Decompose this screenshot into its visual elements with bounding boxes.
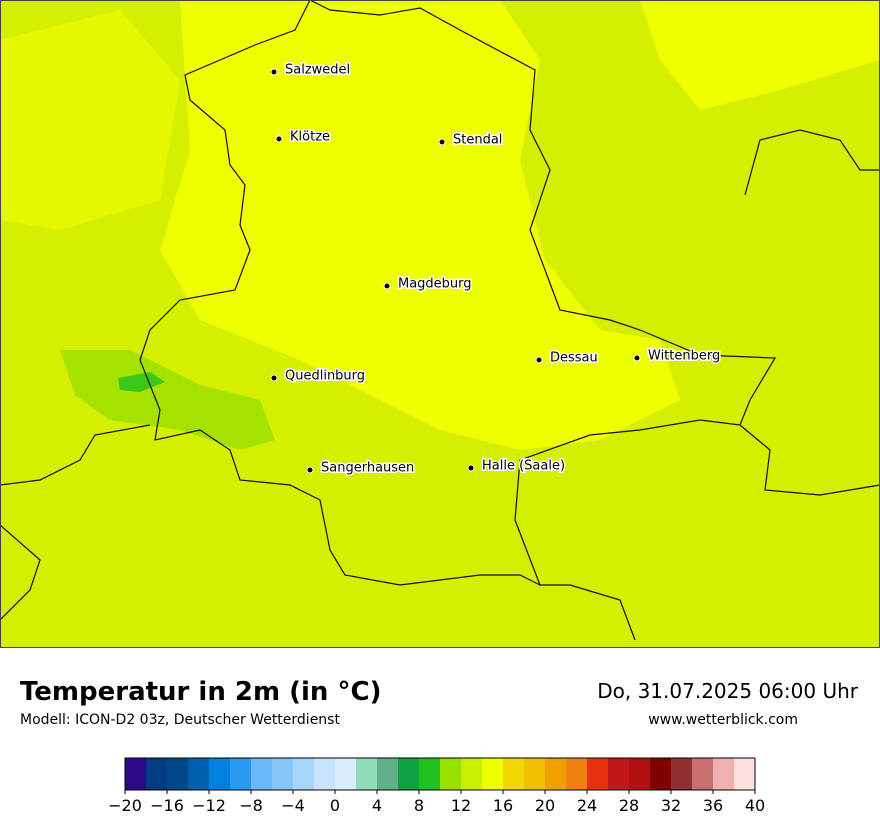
colorbar-tick-label: 20 [535, 796, 555, 815]
colorbar-frame [124, 757, 756, 791]
colorbar-segment [524, 758, 546, 790]
colorbar-segment [587, 758, 609, 790]
state-border [139, 0, 541, 586]
city-dot [270, 68, 278, 76]
colorbar-segment [650, 758, 672, 790]
city-label: Sangerhausen [321, 461, 414, 476]
city-dot [467, 464, 475, 472]
colorbar-tick-label: −20 [108, 796, 142, 815]
colorbar-tick-label: −12 [192, 796, 226, 815]
colorbar-segment [713, 758, 735, 790]
colorbar-segment [482, 758, 504, 790]
city-dot [383, 282, 391, 290]
colorbar-tick-label: 36 [703, 796, 723, 815]
city-dot [633, 354, 641, 362]
colorbar-segment [293, 758, 315, 790]
warm-area [640, 0, 880, 110]
colorbar-tick-label: 0 [330, 796, 340, 815]
map-title: Temperatur in 2m (in °C) [20, 677, 381, 707]
colorbar-tick-label: −8 [239, 796, 263, 815]
colorbar-segment [566, 758, 588, 790]
city-dot [306, 466, 314, 474]
colorbar-segment [314, 758, 336, 790]
state-border [0, 424, 151, 621]
colorbar-tick-label: 24 [577, 796, 597, 815]
colorbar-tick-label: 12 [451, 796, 471, 815]
colorbar-segment [335, 758, 357, 790]
colorbar-tick-label: 40 [745, 796, 765, 815]
colorbar: −20 −16 −12 −8 −4 0 4 8 12 16 20 24 28 32 36 40 [108, 757, 765, 815]
colorbar-segment [251, 758, 273, 790]
map: Salzwedel Klötze Stendal Magdeburg Quedlinbu… [0, 0, 880, 648]
colorbar-segment [671, 758, 693, 790]
city-markers: Salzwedel Klötze Stendal Magdeburg Quedlinbu… [270, 61, 722, 477]
colorbar-tick-label: −16 [150, 796, 184, 815]
city-label: Halle (Saale) [482, 459, 565, 474]
colorbar-segment [545, 758, 567, 790]
website: www.wetterblick.com [648, 712, 798, 728]
colorbar-segment [398, 758, 420, 790]
colorbar-segment [230, 758, 252, 790]
city-label: Stendal [453, 133, 502, 148]
colorbar-segment [692, 758, 714, 790]
warm-area [160, 0, 680, 450]
city-label: Klötze [290, 130, 330, 145]
state-border [739, 129, 880, 496]
state-border [309, 0, 777, 641]
colorbar-segment [146, 758, 168, 790]
city-label: Quedlinburg [285, 369, 365, 384]
colorbar-tick-label: 32 [661, 796, 681, 815]
city-dot [535, 356, 543, 364]
cool-area [60, 350, 275, 450]
colorbar-segment [188, 758, 210, 790]
colorbar-tick-label: 28 [619, 796, 639, 815]
colorbar-segment [125, 758, 147, 790]
colorbar-segment [440, 758, 462, 790]
colorbar-segment [629, 758, 651, 790]
colorbar-segment [734, 758, 756, 790]
cool-area [118, 372, 165, 392]
colorbar-segment [209, 758, 231, 790]
city-dot [270, 374, 278, 382]
model-info: Modell: ICON-D2 03z, Deutscher Wetterdie… [20, 712, 340, 728]
colorbar-tick-label: −4 [281, 796, 305, 815]
city-label: Wittenberg [648, 349, 720, 364]
city-dot [275, 135, 283, 143]
colorbar-tick-label: 16 [493, 796, 513, 815]
colorbar-segment [167, 758, 189, 790]
colorbar-segment [272, 758, 294, 790]
colorbar-segment [461, 758, 483, 790]
warm-area [0, 10, 180, 230]
date: Do, 31.07.2025 06:00 Uhr [597, 679, 859, 703]
colorbar-segment [503, 758, 525, 790]
city-label: Dessau [550, 351, 598, 366]
colorbar-tick-label: 4 [372, 796, 382, 815]
city-label: Magdeburg [398, 277, 472, 292]
colorbar-tick-label: 8 [414, 796, 424, 815]
colorbar-segment [419, 758, 441, 790]
colorbar-segment [377, 758, 399, 790]
city-label: Salzwedel [285, 63, 350, 78]
colorbar-segment [608, 758, 630, 790]
colorbar-segment [356, 758, 378, 790]
city-dot [438, 138, 446, 146]
